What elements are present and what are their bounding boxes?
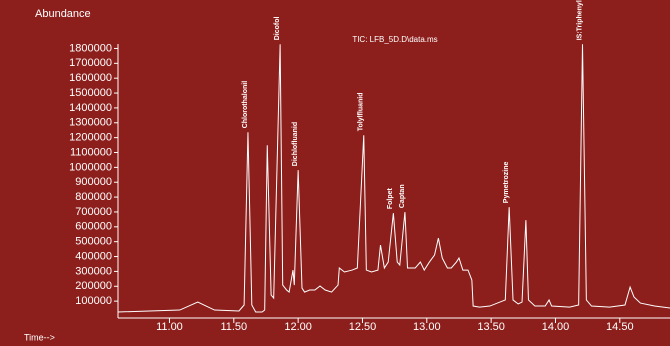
peak-annotation: Folpet	[387, 187, 394, 209]
x-tick-label: 14.00	[542, 321, 570, 333]
y-tick-label: 100000	[75, 295, 112, 307]
peak-annotation: IS:Triphenyl phosphate	[576, 0, 583, 40]
y-tick-label: 1800000	[69, 42, 112, 54]
y-tick-label: 600000	[75, 221, 112, 233]
y-tick-label: 900000	[75, 176, 112, 188]
peak-annotation: Dicofol	[274, 17, 281, 41]
x-tick-label: 12.50	[349, 321, 377, 333]
x-tick-label: 12.00	[284, 321, 312, 333]
y-tick-label: 1000000	[69, 161, 112, 173]
y-tick-label: 1400000	[69, 102, 112, 114]
y-tick-label: 1200000	[69, 132, 112, 144]
x-tick-label: 13.50	[477, 321, 505, 333]
chart-title: TIC: LFB_5D.D\data.ms	[352, 35, 437, 44]
peak-annotation: Chlorothalonil	[242, 81, 249, 128]
peak-annotation: Dichlofluanid	[292, 122, 299, 166]
peak-annotation: Pymetrozine	[503, 161, 510, 203]
y-tick-label: 1500000	[69, 87, 112, 99]
y-tick-label: 400000	[75, 250, 112, 262]
y-axis-label: Abundance	[35, 8, 91, 20]
y-tick-label: 800000	[75, 191, 112, 203]
trace-line	[117, 44, 670, 313]
y-tick-label: 200000	[75, 280, 112, 292]
y-tick-label: 500000	[75, 236, 112, 248]
peak-annotation: Captan	[399, 184, 406, 208]
x-tick-label: 14.50	[606, 321, 634, 333]
x-tick-label: 11.50	[220, 321, 247, 333]
y-tick-label: 1600000	[69, 72, 112, 84]
y-tick-label: 1300000	[69, 117, 112, 129]
y-tick-label: 300000	[75, 265, 112, 277]
x-tick-label: 13.00	[413, 321, 441, 333]
y-tick-label: 1100000	[70, 146, 112, 158]
x-axis-label: Time-->	[24, 332, 55, 342]
peak-annotation: Tolylfluanid	[358, 92, 365, 131]
x-tick-label: 11.00	[156, 321, 183, 333]
y-tick-label: 700000	[75, 206, 112, 218]
y-tick-label: 1700000	[69, 57, 112, 69]
